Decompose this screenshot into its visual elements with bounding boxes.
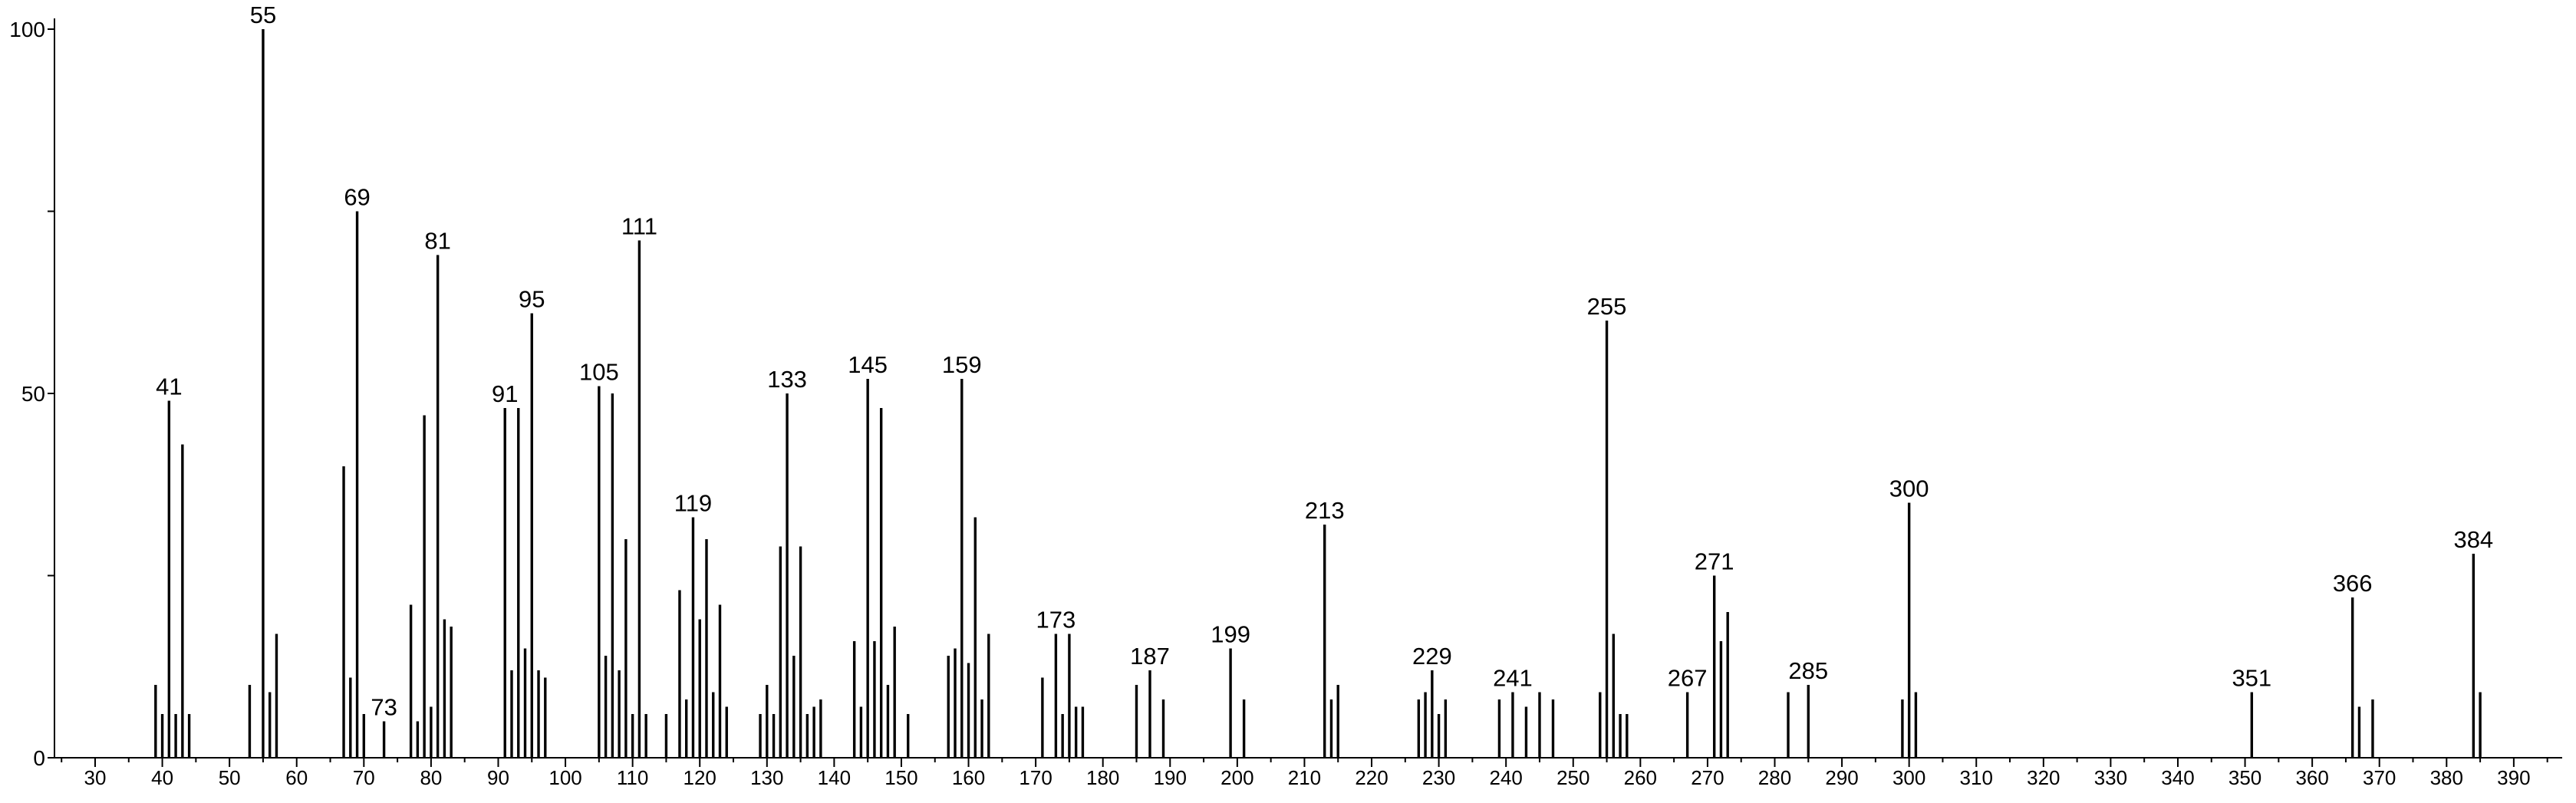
x-tick-label-240: 240: [1489, 766, 1522, 789]
peak-label-173: 173: [1036, 607, 1076, 634]
peak-label-145: 145: [848, 351, 888, 378]
peak-label-105: 105: [579, 359, 619, 386]
x-tick-label-330: 330: [2094, 766, 2127, 789]
x-axis-ticks: 30 40 50 60 70 80 90 100 110 120 130 140 150 160 170 18…: [61, 758, 2548, 789]
peak-label-300: 300: [1889, 476, 1929, 502]
x-tick-label-170: 170: [1019, 766, 1052, 789]
peak-label-267: 267: [1668, 665, 1708, 692]
y-tick-label-100: 100: [9, 18, 45, 41]
bars-layer: [154, 29, 2482, 758]
peak-label-69: 69: [344, 184, 370, 211]
x-tick-label-370: 370: [2363, 766, 2396, 789]
peak-label-95: 95: [519, 286, 545, 313]
peak-label-111: 111: [621, 213, 657, 240]
x-tick-label-30: 30: [84, 766, 107, 789]
peak-labels-layer: 41 55 69 73 81 91 95 105 111 119 133 145 159 173 187 19…: [156, 2, 2493, 721]
x-tick-label-260: 260: [1624, 766, 1657, 789]
peak-label-41: 41: [156, 374, 182, 400]
peak-label-119: 119: [674, 490, 712, 517]
x-tick-label-160: 160: [952, 766, 985, 789]
y-tick-label-50: 50: [21, 382, 45, 406]
x-tick-label-70: 70: [353, 766, 375, 789]
x-tick-label-120: 120: [684, 766, 716, 789]
peak-label-81: 81: [424, 228, 450, 255]
peak-label-187: 187: [1130, 643, 1170, 670]
x-tick-label-270: 270: [1691, 766, 1724, 789]
x-tick-label-60: 60: [285, 766, 308, 789]
y-axis-ticks: 0 50 100: [9, 18, 54, 770]
peak-label-366: 366: [2333, 570, 2373, 597]
peak-label-285: 285: [1788, 657, 1828, 684]
axes-layer: [54, 18, 2562, 759]
x-tick-label-100: 100: [548, 766, 581, 789]
peak-label-384: 384: [2453, 526, 2493, 553]
x-tick-label-340: 340: [2161, 766, 2194, 789]
x-tick-label-90: 90: [487, 766, 509, 789]
x-tick-label-110: 110: [617, 766, 648, 789]
peak-label-199: 199: [1211, 621, 1250, 648]
x-tick-label-130: 130: [750, 766, 783, 789]
x-tick-label-350: 350: [2228, 766, 2261, 789]
x-tick-label-80: 80: [420, 766, 442, 789]
x-tick-label-380: 380: [2430, 766, 2463, 789]
x-tick-label-190: 190: [1154, 766, 1187, 789]
peak-label-159: 159: [942, 351, 982, 378]
x-tick-label-220: 220: [1355, 766, 1388, 789]
peak-label-351: 351: [2232, 665, 2271, 692]
x-tick-label-140: 140: [818, 766, 851, 789]
peak-label-91: 91: [492, 380, 518, 407]
x-tick-label-360: 360: [2295, 766, 2328, 789]
x-tick-label-280: 280: [1758, 766, 1791, 789]
peak-label-271: 271: [1695, 548, 1734, 575]
x-tick-label-150: 150: [884, 766, 917, 789]
x-tick-label-290: 290: [1825, 766, 1858, 789]
x-tick-label-390: 390: [2497, 766, 2530, 789]
peak-label-229: 229: [1412, 643, 1452, 670]
x-tick-label-210: 210: [1288, 766, 1321, 789]
peak-label-255: 255: [1587, 293, 1627, 320]
peak-label-213: 213: [1305, 497, 1345, 524]
x-tick-label-50: 50: [219, 766, 241, 789]
x-tick-label-40: 40: [151, 766, 173, 789]
x-tick-label-230: 230: [1422, 766, 1455, 789]
peak-label-55: 55: [250, 2, 276, 28]
x-tick-label-300: 300: [1892, 766, 1925, 789]
x-tick-label-250: 250: [1556, 766, 1589, 789]
x-tick-label-200: 200: [1220, 766, 1253, 789]
peak-label-73: 73: [371, 694, 397, 721]
x-tick-label-180: 180: [1086, 766, 1119, 789]
x-tick-label-320: 320: [2027, 766, 2060, 789]
peak-label-133: 133: [767, 366, 807, 393]
x-tick-label-310: 310: [1960, 766, 1993, 789]
peak-label-241: 241: [1493, 665, 1533, 692]
y-tick-label-0: 0: [33, 746, 45, 770]
